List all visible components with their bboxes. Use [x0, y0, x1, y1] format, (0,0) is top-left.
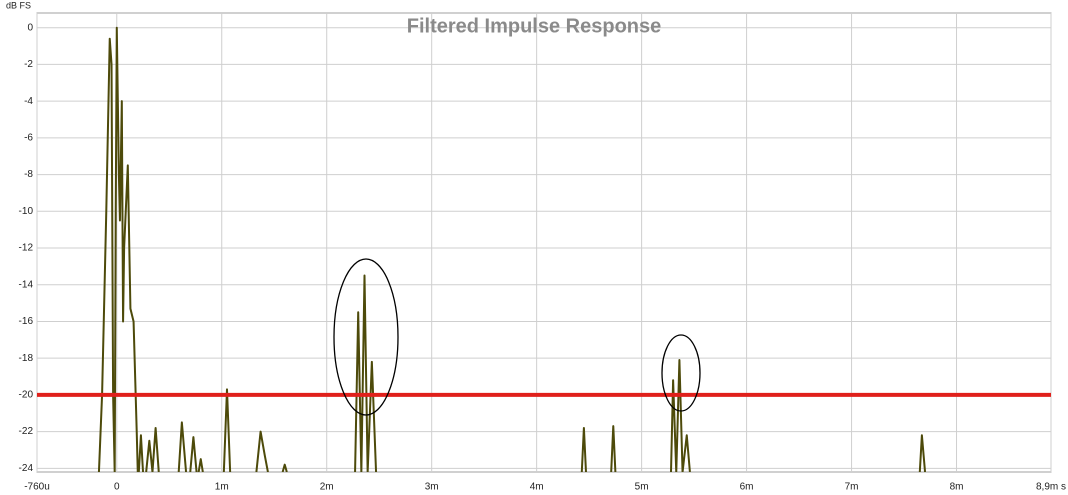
y-axis-label: dB FS — [6, 0, 31, 10]
annotation-ellipse — [661, 334, 701, 412]
x-tick-label: 5m — [635, 482, 649, 493]
y-tick-label: -14 — [19, 279, 34, 290]
chart-title: Filtered Impulse Response — [407, 15, 662, 37]
x-tick-label: 2m — [320, 482, 334, 493]
plot-area — [36, 12, 1052, 473]
y-tick-label: -22 — [19, 426, 34, 437]
y-tick-label: 0 — [27, 22, 33, 33]
y-tick-label: -10 — [19, 206, 34, 217]
x-tick-label: 8,9m s — [1036, 482, 1066, 493]
x-tick-label: 8m — [950, 482, 964, 493]
x-tick-label: 3m — [425, 482, 439, 493]
y-tick-label: -16 — [19, 316, 34, 327]
x-tick-label: 1m — [215, 482, 229, 493]
x-tick-label: 0 — [114, 482, 120, 493]
annotation-ellipse — [333, 258, 399, 416]
lines — [37, 26, 1051, 472]
y-tick-label: -20 — [19, 390, 34, 401]
y-tick-label: -24 — [19, 463, 34, 474]
y-tick-label: -8 — [24, 169, 33, 180]
y-tick-label: -4 — [24, 96, 33, 107]
y-tick-label: -6 — [24, 132, 33, 143]
y-tick-label: -2 — [24, 59, 33, 70]
y-tick-label: -18 — [19, 353, 34, 364]
x-tick-label: 6m — [740, 482, 754, 493]
series-line — [97, 26, 927, 472]
x-tick-label: 7m — [845, 482, 859, 493]
x-tick-label: -760u — [24, 482, 50, 493]
y-tick-label: -12 — [19, 243, 34, 254]
x-tick-label: 4m — [530, 482, 544, 493]
